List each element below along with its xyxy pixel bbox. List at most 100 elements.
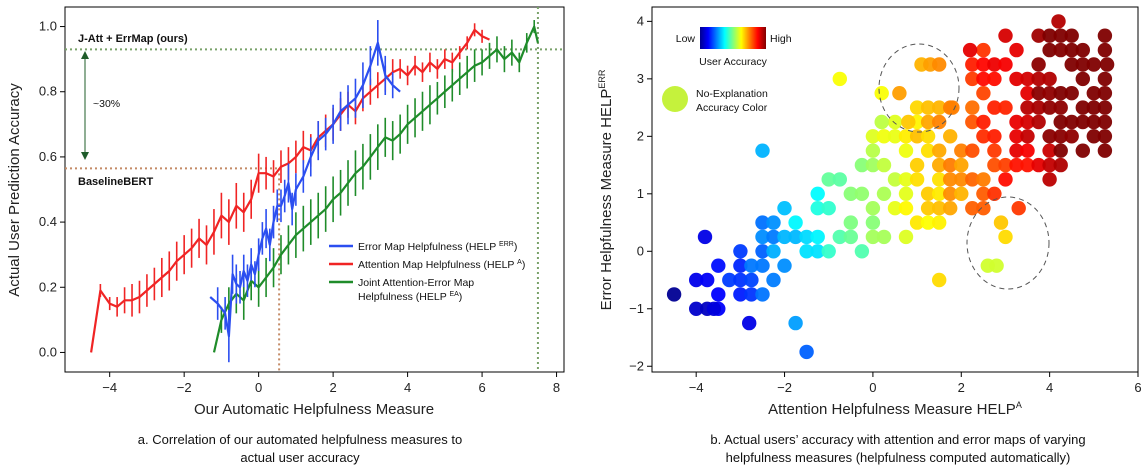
- scatter-point: [909, 100, 925, 115]
- scatter-points: [666, 14, 1115, 360]
- scatter-point: [697, 229, 713, 245]
- scatter-point: [1031, 28, 1046, 43]
- scatter-point: [854, 186, 870, 201]
- scatter-point: [998, 57, 1013, 72]
- scatter-point: [1009, 114, 1024, 130]
- scatter-point: [976, 42, 991, 58]
- scatter-point: [965, 100, 980, 115]
- scatter-point: [1009, 143, 1024, 158]
- x-tick-label: 6: [1134, 380, 1141, 395]
- scatter-point: [943, 129, 958, 144]
- scatter-point: [1086, 57, 1102, 72]
- x-tick-label: 4: [1046, 380, 1053, 395]
- left-caption-line-1: a. Correlation of our automated helpfuln…: [138, 432, 462, 447]
- scatter-point: [1075, 100, 1091, 115]
- scatter-point: [1020, 100, 1035, 115]
- y-tick-label: 1.0: [39, 19, 57, 34]
- x-ticks: −4 −2 0 2 4 6 8: [102, 372, 560, 395]
- scatter-point: [965, 57, 980, 72]
- y-tick-label: 0.2: [39, 279, 57, 294]
- scatter-point: [1097, 129, 1113, 144]
- scatter-point: [865, 157, 881, 173]
- x-tick-label: 0: [869, 380, 876, 395]
- scatter-point: [909, 157, 925, 173]
- y-ticks: 0.0 0.2 0.4 0.6 0.8 1.0: [39, 19, 65, 359]
- scatter-point: [788, 229, 803, 245]
- y-tick-label: 0.0: [39, 344, 57, 359]
- scatter-point: [865, 215, 881, 230]
- scatter-point: [1042, 71, 1057, 87]
- y-tick-label: 1: [637, 186, 644, 201]
- no-explanation-swatch: [662, 86, 688, 112]
- scatter-point: [854, 157, 870, 173]
- scatter-point: [998, 157, 1013, 173]
- scatter-point: [987, 157, 1002, 173]
- scatter-point: [1020, 86, 1035, 101]
- scatter-point: [865, 201, 881, 216]
- legend-label-att: Attention Map Helpfulness (HELP A): [358, 259, 525, 271]
- scatter-point: [892, 86, 907, 101]
- scatter-point: [1097, 86, 1113, 101]
- scatter-point: [1064, 28, 1079, 43]
- scatter-point: [898, 186, 914, 201]
- scatter-point: [744, 287, 759, 302]
- scatter-point: [987, 186, 1002, 201]
- x-tick-label: 2: [958, 380, 965, 395]
- scatter-point: [1009, 71, 1024, 87]
- scatter-point: [1086, 129, 1102, 144]
- scatter-point: [1075, 71, 1091, 87]
- y-tick-label: 4: [637, 13, 644, 28]
- x-tick-label: 0: [255, 380, 262, 395]
- colorbar: [700, 27, 766, 49]
- scatter-point: [962, 42, 978, 58]
- right-y-axis-label: Error Helpfulness Measure HELPERR: [597, 69, 615, 310]
- scatter-point: [1042, 42, 1057, 58]
- scatter-point: [832, 71, 847, 87]
- scatter-point: [766, 272, 781, 288]
- scatter-point: [733, 272, 748, 288]
- series-group: [90, 20, 539, 363]
- left-y-axis-label: Actual User Prediction Accuracy: [6, 83, 23, 297]
- highlight-circle-top: [878, 43, 960, 133]
- x-tick-label: −2: [177, 380, 192, 395]
- x-tick-label: −4: [689, 380, 704, 395]
- colorbar-legend: Low High User Accuracy No-Explanation Ac…: [662, 27, 792, 114]
- scatter-point: [932, 57, 947, 72]
- scatter-point: [943, 157, 958, 173]
- scatter-point: [744, 272, 759, 288]
- scatter-point: [766, 244, 781, 259]
- y-tick-label: 0.8: [39, 84, 57, 99]
- series-line-err: [209, 41, 401, 338]
- scatter-point: [843, 215, 858, 230]
- scatter-point: [965, 201, 980, 216]
- scatter-point: [733, 244, 748, 259]
- scatter-point: [998, 28, 1013, 43]
- scatter-point: [744, 258, 759, 273]
- scatter-point: [1097, 71, 1113, 87]
- scatter-point: [932, 172, 947, 187]
- scatter-point: [887, 114, 903, 130]
- series-line-att: [90, 28, 490, 353]
- y-tick-label: 0.6: [39, 149, 57, 164]
- left-plot-frame: [64, 6, 565, 373]
- scatter-point: [876, 129, 892, 144]
- scatter-point: [1086, 114, 1102, 130]
- scatter-point: [1064, 57, 1079, 72]
- scatter-point: [742, 315, 757, 331]
- series-line-joint: [212, 25, 539, 353]
- scatter-point: [788, 315, 803, 331]
- scatter-point: [1042, 86, 1057, 101]
- scatter-point: [1097, 143, 1113, 158]
- scatter-point: [876, 186, 892, 201]
- scatter-point: [832, 172, 847, 187]
- right-x-axis-label: Attention Helpfulness Measure HELPA: [768, 400, 1022, 418]
- scatter-point: [965, 114, 980, 130]
- scatter-point: [666, 287, 682, 302]
- scatter-point: [998, 229, 1013, 245]
- scatter-point: [909, 215, 925, 230]
- scatter-point: [755, 287, 770, 302]
- scatter-point: [1031, 114, 1046, 130]
- scatter-point: [865, 129, 881, 144]
- scatter-point: [920, 201, 936, 216]
- scatter-point: [1031, 71, 1046, 87]
